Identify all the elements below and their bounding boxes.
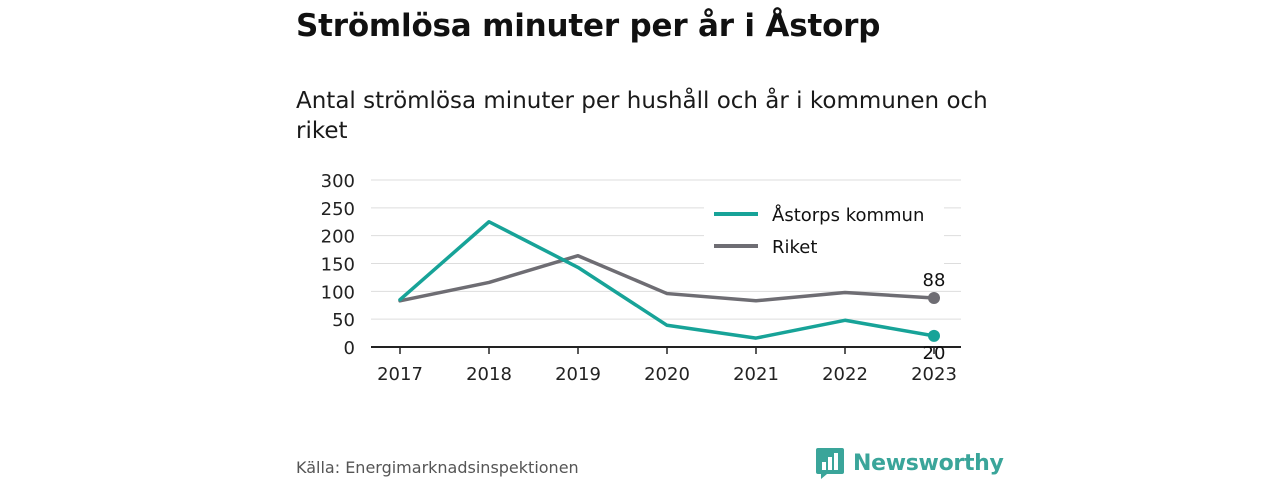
series-end-point	[928, 329, 940, 342]
newsworthy-logo-icon	[816, 448, 844, 479]
chart-title: Strömlösa minuter per år i Åstorp	[296, 8, 881, 44]
series-end-point	[928, 292, 940, 305]
grid-lines	[371, 179, 961, 320]
x-tick-label: 2019	[555, 364, 601, 385]
x-tick-label: 2020	[644, 364, 690, 385]
legend-label: Åstorps kommun	[772, 204, 924, 226]
y-tick-label: 150	[321, 255, 355, 276]
end-value-label: 88	[923, 270, 946, 291]
series-line	[398, 220, 936, 340]
x-tick-label: 2017	[377, 364, 423, 385]
y-tick-label: 100	[321, 282, 355, 303]
legend-label: Riket	[772, 237, 817, 258]
y-tick-label: 50	[332, 310, 355, 331]
x-tick-label: 2023	[911, 364, 957, 385]
legend: Åstorps kommun Riket	[704, 200, 944, 264]
x-tick-label: 2018	[466, 364, 512, 385]
y-tick-label: 200	[321, 227, 355, 248]
end-value-label: 20	[923, 343, 946, 364]
y-axis-tick-labels: 0 50 100 150 200 250 300	[321, 171, 355, 359]
legend-background	[704, 200, 944, 264]
brand-logo: Newsworthy	[815, 446, 1004, 480]
x-tick-label: 2021	[733, 364, 779, 385]
series-line	[398, 253, 936, 303]
source-note: Källa: Energimarknadsinspektionen	[296, 458, 579, 477]
series-lines: 88 20	[398, 220, 946, 364]
x-axis: 2017 2018 2019 2020 2021 2022 2023	[371, 346, 961, 385]
brand-name: Newsworthy	[853, 450, 1004, 476]
y-tick-label: 250	[321, 199, 355, 220]
y-tick-label: 0	[344, 338, 355, 359]
y-tick-label: 300	[321, 171, 355, 192]
x-tick-label: 2022	[822, 364, 868, 385]
chart-subtitle: Antal strömlösa minuter per hushåll och …	[296, 88, 988, 144]
